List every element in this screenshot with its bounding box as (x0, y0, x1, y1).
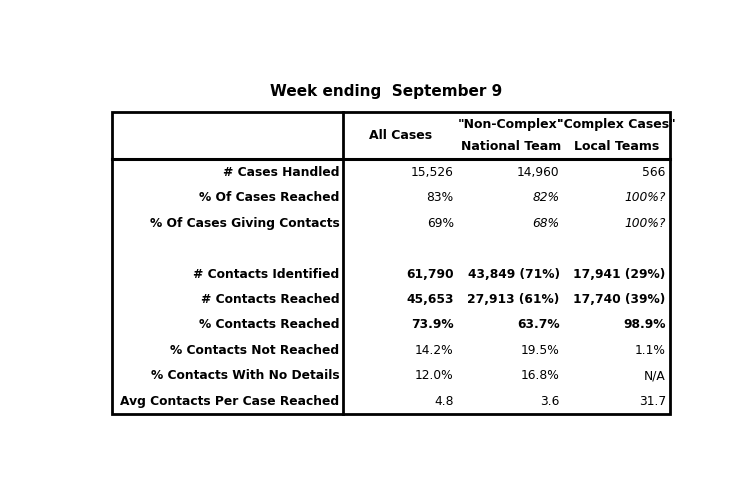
Text: National Team: National Team (461, 140, 561, 153)
Bar (458, 388, 564, 414)
Bar (343, 160, 458, 185)
Bar (458, 236, 564, 261)
Bar (112, 185, 343, 210)
Text: "Complex Cases": "Complex Cases" (557, 118, 676, 131)
Bar (564, 338, 670, 363)
Bar (112, 287, 343, 312)
Bar (458, 160, 564, 185)
Text: 61,790: 61,790 (406, 268, 454, 281)
Bar (112, 388, 343, 414)
Text: Avg Contacts Per Case Reached: Avg Contacts Per Case Reached (120, 395, 339, 408)
Text: % Of Cases Giving Contacts: % Of Cases Giving Contacts (149, 216, 339, 229)
Text: 82%: 82% (532, 191, 559, 204)
Bar (343, 287, 458, 312)
Bar (112, 261, 343, 287)
Text: 45,653: 45,653 (406, 293, 454, 306)
Text: 98.9%: 98.9% (624, 319, 666, 332)
Bar (564, 287, 670, 312)
Bar (343, 388, 458, 414)
Text: 100%?: 100%? (624, 216, 666, 229)
Bar (458, 338, 564, 363)
Bar (564, 185, 670, 210)
Text: 17,740 (39%): 17,740 (39%) (574, 293, 666, 306)
Bar (564, 210, 670, 236)
Bar (564, 363, 670, 388)
Bar (458, 312, 564, 338)
Bar (112, 363, 343, 388)
Bar (112, 160, 343, 185)
Text: 16.8%: 16.8% (521, 369, 559, 382)
Text: 1.1%: 1.1% (635, 344, 666, 357)
Bar (564, 160, 670, 185)
Bar (564, 236, 670, 261)
Text: % Contacts With No Details: % Contacts With No Details (151, 369, 339, 382)
Bar (458, 261, 564, 287)
Text: 14,960: 14,960 (517, 166, 559, 179)
Bar (564, 388, 670, 414)
Text: 31.7: 31.7 (639, 395, 666, 408)
Text: 14.2%: 14.2% (415, 344, 454, 357)
Bar (458, 185, 564, 210)
Bar (458, 363, 564, 388)
Bar (343, 363, 458, 388)
Bar (564, 312, 670, 338)
Bar (343, 210, 458, 236)
Bar (343, 261, 458, 287)
Bar (564, 261, 670, 287)
Text: 27,913 (61%): 27,913 (61%) (467, 293, 559, 306)
Bar (343, 312, 458, 338)
Text: All Cases: All Cases (369, 129, 432, 142)
Text: 83%: 83% (427, 191, 454, 204)
Text: 15,526: 15,526 (411, 166, 454, 179)
Text: 63.7%: 63.7% (517, 319, 559, 332)
Text: 3.6: 3.6 (541, 395, 559, 408)
Text: # Contacts Reached: # Contacts Reached (201, 293, 339, 306)
Text: 43,849 (71%): 43,849 (71%) (467, 268, 559, 281)
Bar (343, 338, 458, 363)
Text: 19.5%: 19.5% (521, 344, 559, 357)
Text: 100%?: 100%? (624, 191, 666, 204)
Text: 4.8: 4.8 (434, 395, 454, 408)
Text: Week ending  September 9: Week ending September 9 (270, 84, 503, 99)
Text: "Non-Complex": "Non-Complex" (458, 118, 564, 131)
Text: 17,941 (29%): 17,941 (29%) (574, 268, 666, 281)
Text: % Contacts Not Reached: % Contacts Not Reached (170, 344, 339, 357)
Bar (112, 236, 343, 261)
Bar (458, 287, 564, 312)
Text: 566: 566 (642, 166, 666, 179)
Text: 12.0%: 12.0% (415, 369, 454, 382)
Text: 69%: 69% (427, 216, 454, 229)
Text: # Cases Handled: # Cases Handled (222, 166, 339, 179)
Bar (112, 338, 343, 363)
Text: % Contacts Reached: % Contacts Reached (199, 319, 339, 332)
Text: 73.9%: 73.9% (411, 319, 454, 332)
Text: N/A: N/A (644, 369, 666, 382)
Text: 68%: 68% (532, 216, 559, 229)
Text: # Contacts Identified: # Contacts Identified (193, 268, 339, 281)
Text: Local Teams: Local Teams (575, 140, 660, 153)
Bar (112, 210, 343, 236)
Bar (112, 312, 343, 338)
Bar (343, 185, 458, 210)
Bar (343, 236, 458, 261)
Bar (458, 210, 564, 236)
Text: % Of Cases Reached: % Of Cases Reached (199, 191, 339, 204)
